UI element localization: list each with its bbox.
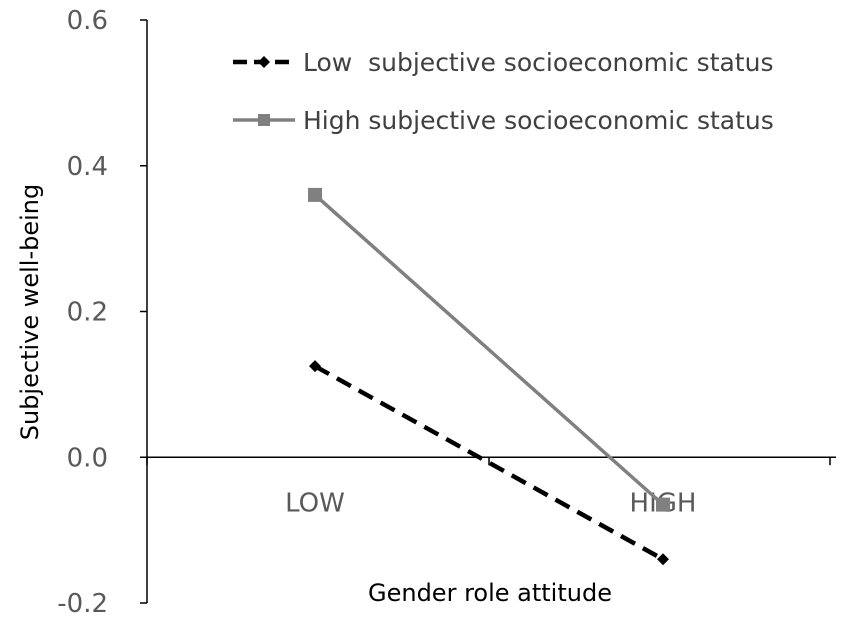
legend-label-1: Low subjective socioeconomic status — [303, 48, 773, 77]
x-axis-title: Gender role attitude — [368, 579, 612, 607]
y-tick-label: 0.4 — [67, 152, 108, 182]
category-labels: LOWHIGH — [285, 488, 696, 518]
legend-label-2: High subjective socioeconomic status — [303, 106, 774, 135]
x-axis — [146, 456, 836, 466]
y-tick-label: 0.0 — [67, 443, 108, 473]
y-axis: 0.6 0.4 0.2 0.0 -0.2 — [57, 6, 148, 619]
legend: Low subjective socioeconomic status High … — [233, 48, 774, 135]
data-point-diamond — [657, 553, 669, 566]
legend-marker-diamond — [258, 56, 270, 68]
series-line-2 — [313, 193, 665, 506]
y-tick-label: 0.2 — [67, 298, 108, 328]
data-point-diamond — [309, 360, 321, 373]
series-line-1 — [313, 364, 665, 562]
y-axis-title: Subjective well-being — [16, 184, 44, 441]
x-category-label: LOW — [285, 488, 345, 518]
series-lines — [308, 187, 670, 566]
y-tick-label: 0.6 — [67, 6, 108, 36]
y-tick-label: -0.2 — [57, 589, 108, 619]
data-point-square — [656, 497, 670, 512]
data-point-square — [308, 187, 322, 202]
legend-marker-square — [258, 114, 270, 126]
